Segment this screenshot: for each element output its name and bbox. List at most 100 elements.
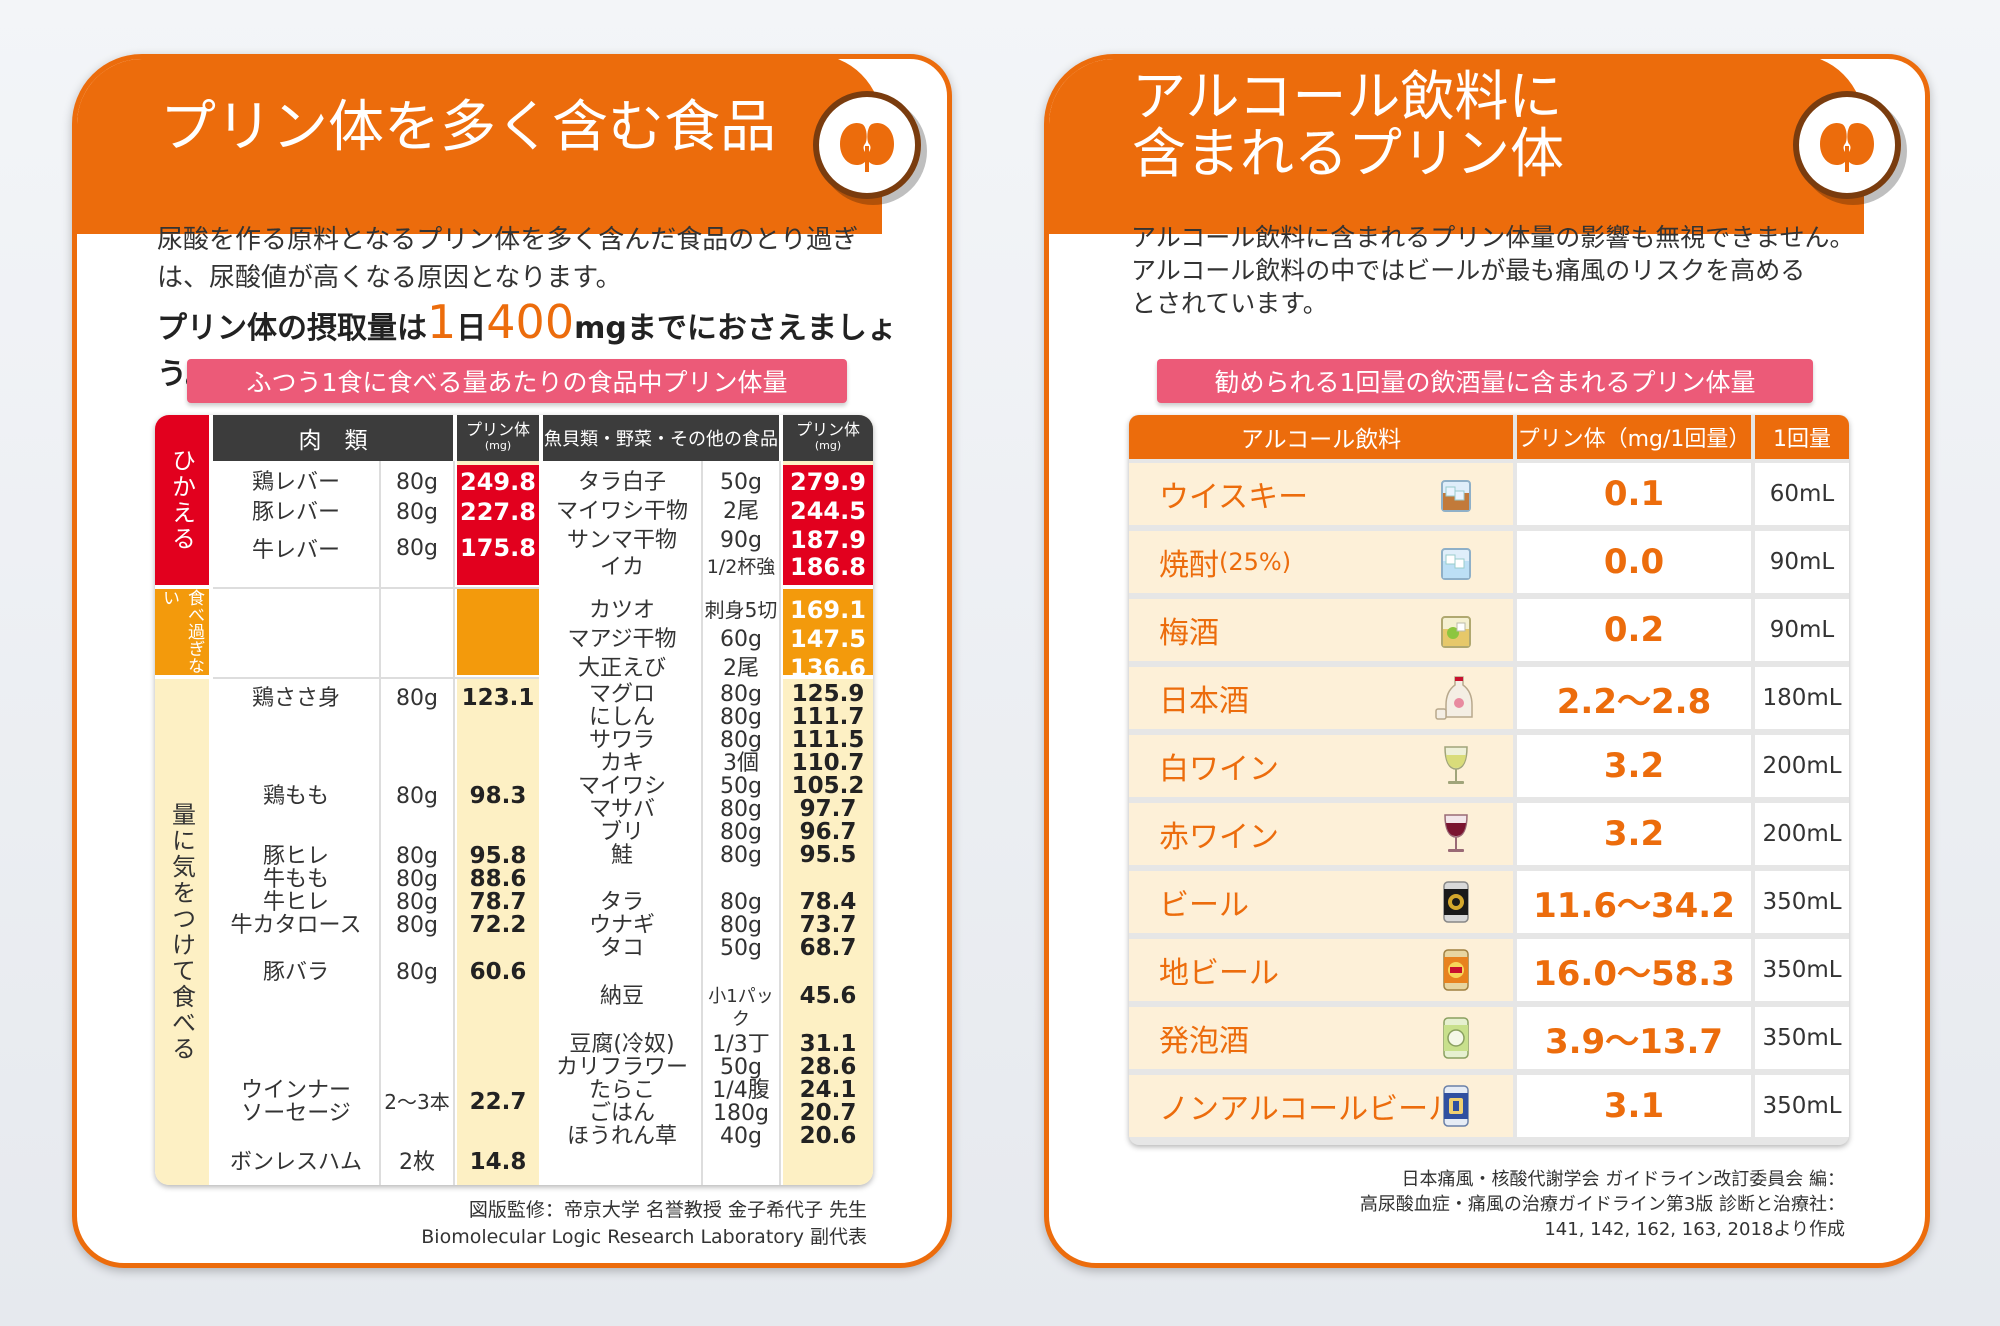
fish-name: 大正えび: [577, 656, 666, 681]
drink-name: 発泡酒: [1159, 1024, 1249, 1059]
drink-name-cell: 地ビール: [1129, 939, 1513, 1001]
beer-can-icon: [1443, 881, 1469, 923]
serving-header: 1回量: [1755, 415, 1849, 459]
drink-name-cell: ノンアルコールビール: [1129, 1075, 1513, 1137]
drink-name: 白ワイン: [1159, 752, 1279, 787]
left-intro-line1: 尿酸を作る原料となるプリン体を多く含んだ食品のとり過ぎ: [157, 225, 859, 255]
fish-amount: 80g: [720, 890, 762, 915]
alcohol-row: ビール 11.6～34.2 350mL: [1129, 871, 1849, 933]
alcohol-row: ウイスキー 0.1 60mL: [1129, 463, 1849, 525]
meat-amount: 80g: [396, 784, 438, 809]
fish-value: 96.7: [799, 819, 857, 845]
drink-name-cell: 焼酎 (25%): [1129, 531, 1513, 593]
drink-name-cell: 梅酒: [1129, 599, 1513, 661]
meat-header: 肉 類: [213, 415, 453, 461]
serving-amount: 60mL: [1755, 463, 1849, 525]
fish-name: マアジ干物: [567, 627, 677, 652]
left-table-caption: ふつう1食に食べる量あたりの食品中プリン体量: [187, 359, 847, 403]
fish-value: 169.1: [790, 596, 866, 624]
serving-amount: 200mL: [1755, 735, 1849, 797]
fish-value: 147.5: [790, 625, 866, 653]
meat-name: 鶏レバー: [251, 470, 340, 495]
drink-name: ノンアルコールビール: [1159, 1092, 1459, 1127]
drink-name-cell: ウイスキー: [1129, 463, 1513, 525]
fish-value: 279.9: [790, 468, 866, 496]
alcohol-row: 白ワイン 3.2 200mL: [1129, 735, 1849, 797]
fish-value: 187.9: [790, 526, 866, 554]
fish-value: 78.4: [799, 889, 857, 915]
meat-value: 14.8: [469, 1149, 527, 1175]
fish-amount: 80g: [720, 728, 762, 753]
fish-value: 110.7: [791, 750, 865, 776]
meat-amount: 2枚: [399, 1150, 435, 1175]
meat-amount: 80g: [396, 960, 438, 985]
fish-amount: 刺身5切: [704, 598, 778, 622]
fish-amount: 50g: [720, 470, 762, 495]
meat-name: 牛もも: [262, 867, 329, 892]
fish-value: 24.1: [799, 1077, 857, 1103]
meat-value: 227.8: [460, 498, 536, 526]
meat-purine-header-unit: (mg): [484, 439, 512, 452]
left-header-bar: プリン体を多く含む食品: [77, 59, 882, 234]
purine-food-table: ひかえる 食べ過ぎない 量に気をつけて食べる 肉 類 プリン体 (mg) 魚貝類・…: [155, 415, 873, 1185]
purine-value: 2.2～2.8: [1517, 667, 1751, 729]
fish-name: マサバ: [588, 797, 655, 822]
serving-amount: 200mL: [1755, 803, 1849, 865]
fish-value: 31.1: [799, 1031, 857, 1057]
right-title: アルコール飲料に 含まれるプリン体: [1132, 68, 1564, 186]
drink-name-cell: 発泡酒: [1129, 1007, 1513, 1069]
purine-header: プリン体（mg/1回量）: [1517, 415, 1751, 459]
fish-name: カツオ: [588, 598, 655, 623]
fish-name: ごはん: [588, 1101, 655, 1126]
em-400: 400: [486, 295, 575, 349]
fish-amount: 1/3丁: [712, 1032, 770, 1057]
col-divider: [539, 415, 543, 1185]
fish-amount: 50g: [720, 936, 762, 961]
col-divider: [779, 461, 781, 1185]
left-title: プリン体を多く含む食品: [160, 95, 776, 160]
col-divider: [209, 415, 213, 1185]
umeshu-glass-icon: [1441, 616, 1471, 648]
fish-name: たらこ: [588, 1078, 655, 1103]
meat-amber-band: [457, 589, 539, 675]
fish-name: マグロ: [588, 682, 655, 707]
row-divider: [213, 587, 539, 589]
fish-value: 186.8: [790, 553, 866, 581]
fish-value: 105.2: [791, 773, 865, 799]
alcohol-row: 発泡酒 3.9～13.7 350mL: [1129, 1007, 1849, 1069]
fish-amount: 90g: [720, 528, 762, 553]
meat-value: 60.6: [469, 959, 527, 985]
fish-name: にしん: [588, 705, 655, 730]
alcohol-row: 梅酒 0.2 90mL: [1129, 599, 1849, 661]
serving-amount: 350mL: [1755, 1007, 1849, 1069]
happoshu-can-icon: [1443, 1017, 1469, 1059]
meat-name: ボンレスハム: [229, 1150, 362, 1175]
fish-name: タラ白子: [577, 470, 666, 495]
craft-beer-can-icon: [1443, 949, 1469, 991]
fish-amount: 80g: [720, 797, 762, 822]
fish-name: サンマ干物: [566, 528, 677, 553]
meat-value: 22.7: [469, 1089, 527, 1115]
fish-value: 95.5: [799, 842, 857, 868]
fish-amount: 2尾: [723, 499, 759, 524]
drink-name: 梅酒: [1159, 616, 1219, 651]
fish-amount: 80g: [720, 913, 762, 938]
fish-value: 28.6: [799, 1054, 857, 1080]
right-title-line2: 含まれるプリン体: [1132, 122, 1564, 186]
serving-amount: 350mL: [1755, 1075, 1849, 1137]
left-intro-line2: は、尿酸値が高くなる原因となります。: [157, 263, 622, 293]
meat-red-band: [457, 465, 539, 585]
right-credit-line2: 高尿酸血症・痛風の治療ガイドライン第3版 診断と治療社：: [1359, 1194, 1845, 1215]
em-pre: プリン体の摂取量は: [157, 311, 427, 346]
meat-name: 牛ヒレ: [262, 890, 329, 915]
serving-amount: 90mL: [1755, 599, 1849, 661]
fish-amount: 50g: [720, 774, 762, 799]
fish-amount: 50g: [720, 1055, 762, 1080]
fish-value: 244.5: [790, 497, 866, 525]
purine-value: 16.0～58.3: [1517, 939, 1751, 1001]
fish-amount: 3個: [723, 751, 759, 776]
purine-value: 11.6～34.2: [1517, 871, 1751, 933]
col-divider: [379, 461, 381, 1185]
fish-name: タコ: [599, 936, 644, 961]
meat-name: 豚レバー: [251, 500, 340, 525]
